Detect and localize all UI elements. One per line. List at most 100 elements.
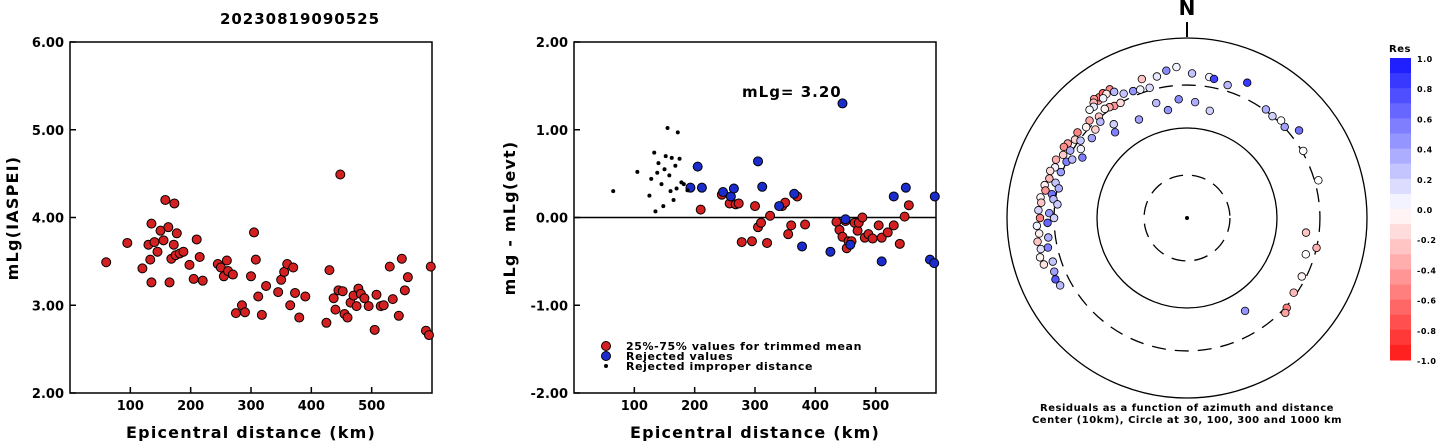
station-residual-point — [1041, 186, 1050, 195]
station-residual-point — [1059, 142, 1069, 152]
station-residual-point — [1035, 253, 1045, 262]
station-residual-point — [1109, 120, 1118, 129]
station-residual-point — [1100, 104, 1109, 114]
magnitude-point — [169, 198, 180, 209]
magnitude-point — [330, 304, 341, 315]
colorbar-tick-label: 0.4 — [1417, 146, 1433, 155]
improper-distance-point — [685, 188, 690, 193]
trimmed-point — [786, 220, 797, 231]
magnitude-point — [425, 261, 436, 272]
magnitude-point — [342, 312, 353, 323]
trimmed-point — [867, 233, 878, 244]
station-residual-point — [1054, 184, 1063, 193]
colorbar-tick-label: -0.8 — [1417, 327, 1437, 336]
station-residual-point — [1096, 117, 1105, 126]
magnitude-point — [387, 294, 398, 305]
improper-distance-point — [681, 182, 686, 187]
colorbar-tick-label: 0.2 — [1417, 176, 1433, 185]
magnitude-point — [253, 291, 264, 302]
magnitude-point — [230, 308, 241, 319]
improper-distance-point — [665, 125, 670, 130]
magnitude-point — [191, 234, 202, 245]
trimmed-point — [756, 217, 767, 228]
magnitude-point — [163, 222, 174, 233]
station-residual-point — [1068, 155, 1077, 164]
residual-xtick-label: 500 — [862, 399, 889, 414]
colorbar-swatch — [1390, 148, 1411, 165]
station-residual-point — [1076, 144, 1086, 154]
colorbar-swatch — [1390, 178, 1411, 195]
station-residual-point — [1056, 167, 1066, 177]
station-residual-point — [1116, 98, 1125, 108]
magnitude-point — [246, 271, 256, 282]
magnitude-point — [249, 227, 260, 238]
station-residual-point — [1289, 288, 1298, 297]
station-residual-point — [1087, 133, 1097, 143]
station-residual-point — [1137, 74, 1147, 84]
magnitude-point — [239, 307, 250, 318]
station-residual-point — [1301, 250, 1310, 259]
magnitude-point — [145, 254, 156, 265]
station-residual-point — [1152, 98, 1161, 108]
residual-distance-panel: 100 200 300 400 500 -2.00 -1.00 0.00 1.00 2.00 mL… — [500, 36, 940, 441]
map-center-dot — [1185, 216, 1189, 220]
magnitude-point — [399, 285, 410, 296]
magnitude-point — [294, 312, 305, 323]
distance-ring-100km — [1096, 127, 1278, 309]
magnitude-point — [359, 293, 370, 304]
trimmed-point — [750, 201, 760, 212]
mlg-annotation: mLg= 3.20 — [742, 83, 842, 101]
colorbar-swatch — [1390, 103, 1411, 119]
magnitude-ytick-label: 5.00 — [32, 124, 64, 139]
improper-distance-point — [659, 182, 664, 187]
improper-distance-point — [669, 155, 674, 160]
residual-xtick-label: 100 — [621, 399, 648, 414]
station-residual-point — [1162, 66, 1171, 75]
rejected-point — [837, 98, 848, 109]
trimmed-point — [894, 238, 905, 249]
station-residual-point — [1312, 243, 1321, 253]
trimmed-point — [899, 211, 910, 222]
improper-distance-point — [663, 154, 668, 159]
station-residual-point — [1035, 213, 1045, 223]
magnitude-point — [152, 246, 163, 257]
rejected-point — [753, 156, 764, 167]
improper-distance-point — [655, 170, 660, 175]
rejected-point — [845, 239, 856, 250]
station-residual-point — [1301, 228, 1311, 237]
residual-ytick-label: -1.00 — [531, 299, 568, 314]
station-residual-point — [1033, 237, 1042, 246]
magnitude-ytick-label: 4.00 — [32, 212, 64, 227]
magnitude-point — [158, 235, 169, 246]
station-residual-point — [1066, 146, 1075, 155]
magnitude-point — [146, 218, 157, 229]
station-residual-point — [1073, 128, 1082, 137]
magnitude-point — [285, 300, 296, 311]
rejected-point — [789, 188, 800, 199]
station-residual-point — [1240, 306, 1250, 316]
trimmed-point — [695, 204, 706, 215]
station-residual-point — [1048, 257, 1057, 266]
station-residual-point — [1110, 128, 1120, 137]
station-residual-point — [1076, 136, 1085, 145]
legend-label-rejected: Rejected values — [626, 350, 733, 363]
magnitude-xtick-label: 200 — [177, 399, 204, 414]
magnitude-point — [335, 169, 346, 180]
rejected-point — [888, 191, 899, 202]
magnitude-distance-panel: 100 200 300 400 500 2.00 3.00 4.00 5.00 6.00 Epic… — [3, 36, 436, 441]
legend-marker-trimmed — [601, 341, 611, 351]
magnitude-point — [171, 228, 182, 239]
trimmed-point — [746, 236, 757, 247]
trimmed-point — [800, 219, 811, 230]
residual-ytick-label: 1.00 — [536, 124, 568, 139]
magnitude-point — [122, 237, 133, 248]
residual-colorbar: 1.0 0.8 0.6 0.4 0.2 0.0 -0.2 -0.4 -0.6 -0.8 -1.0 — [1390, 55, 1437, 366]
colorbar-swatch — [1390, 209, 1411, 225]
residual-ytick-label: 2.00 — [536, 36, 568, 51]
magnitude-point — [146, 277, 157, 288]
colorbar-swatch — [1390, 224, 1411, 240]
magnitude-ytick-label: 3.00 — [32, 299, 64, 314]
improper-distance-point — [656, 161, 661, 166]
rejected-point — [774, 201, 785, 212]
station-residual-point — [1051, 275, 1060, 284]
